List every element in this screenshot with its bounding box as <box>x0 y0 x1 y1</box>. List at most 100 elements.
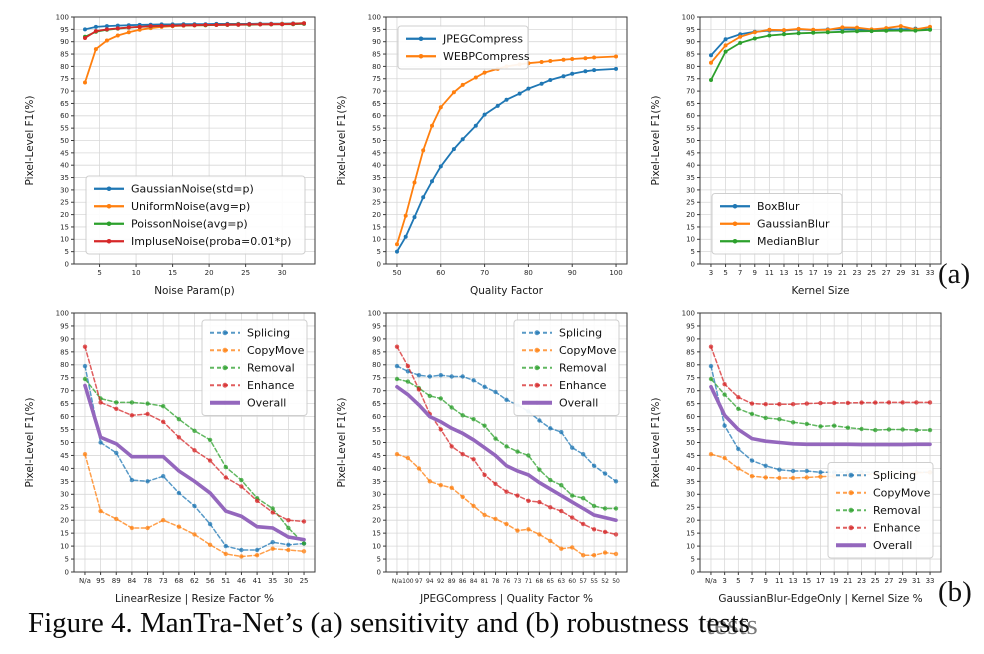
svg-text:15: 15 <box>372 223 381 231</box>
svg-text:0: 0 <box>65 568 69 576</box>
svg-text:30: 30 <box>372 491 381 499</box>
svg-text:50: 50 <box>392 269 401 277</box>
svg-text:75: 75 <box>372 374 381 382</box>
svg-text:73: 73 <box>159 577 168 585</box>
svg-text:55: 55 <box>686 125 695 133</box>
svg-text:85: 85 <box>372 348 381 356</box>
svg-text:50: 50 <box>372 137 381 145</box>
svg-text:25: 25 <box>372 199 381 207</box>
svg-text:17: 17 <box>816 577 825 585</box>
svg-text:100: 100 <box>609 269 622 277</box>
svg-text:7: 7 <box>738 269 742 277</box>
svg-text:10: 10 <box>132 269 141 277</box>
svg-text:WEBPCompress: WEBPCompress <box>443 50 530 63</box>
svg-text:50: 50 <box>686 439 695 447</box>
svg-text:90: 90 <box>60 38 69 46</box>
svg-text:70: 70 <box>60 387 69 395</box>
svg-text:60: 60 <box>372 112 381 120</box>
svg-text:85: 85 <box>686 348 695 356</box>
svg-text:CopyMove: CopyMove <box>873 487 931 500</box>
svg-text:30: 30 <box>60 491 69 499</box>
svg-text:Pixel-Level F1(%): Pixel-Level F1(%) <box>24 397 36 487</box>
svg-text:95: 95 <box>372 26 381 34</box>
svg-text:20: 20 <box>372 517 381 525</box>
svg-text:35: 35 <box>268 577 277 585</box>
svg-text:90: 90 <box>60 335 69 343</box>
svg-text:15: 15 <box>794 269 803 277</box>
svg-text:60: 60 <box>60 413 69 421</box>
svg-text:25: 25 <box>241 269 250 277</box>
svg-text:GaussianBlur: GaussianBlur <box>757 218 830 231</box>
svg-text:89: 89 <box>112 577 121 585</box>
svg-text:70: 70 <box>372 88 381 96</box>
svg-text:5: 5 <box>691 555 695 563</box>
svg-text:60: 60 <box>686 112 695 120</box>
svg-text:23: 23 <box>857 577 866 585</box>
svg-text:0: 0 <box>377 568 381 576</box>
svg-text:65: 65 <box>372 400 381 408</box>
svg-text:52: 52 <box>601 578 609 585</box>
svg-text:89: 89 <box>448 578 456 585</box>
svg-text:Splicing: Splicing <box>247 327 290 340</box>
svg-text:13: 13 <box>780 269 789 277</box>
svg-text:0: 0 <box>65 260 69 268</box>
chart-compression-sensitivity: 0 5 10 15 20 25 30 35 40 45 50 55 60 65 70 75 80 85 90 95 10… <box>334 10 634 298</box>
svg-text:78: 78 <box>143 577 152 585</box>
svg-text:Overall: Overall <box>873 539 912 552</box>
svg-text:25: 25 <box>60 199 69 207</box>
svg-text:70: 70 <box>686 88 695 96</box>
svg-text:60: 60 <box>60 112 69 120</box>
svg-text:40: 40 <box>60 465 69 473</box>
panel-label-b: (b) <box>938 576 972 608</box>
svg-text:50: 50 <box>60 137 69 145</box>
svg-text:5: 5 <box>691 248 695 256</box>
svg-text:Splicing: Splicing <box>873 469 916 482</box>
svg-text:Removal: Removal <box>247 362 295 375</box>
svg-text:BoxBlur: BoxBlur <box>757 200 800 213</box>
svg-text:65: 65 <box>546 578 554 585</box>
svg-text:73: 73 <box>514 578 522 585</box>
svg-text:45: 45 <box>372 149 381 157</box>
svg-text:45: 45 <box>60 149 69 157</box>
svg-text:51: 51 <box>221 577 230 585</box>
svg-text:75: 75 <box>686 75 695 83</box>
svg-text:JPEGCompress: JPEGCompress <box>442 33 523 46</box>
svg-text:95: 95 <box>60 26 69 34</box>
svg-text:95: 95 <box>96 577 105 585</box>
svg-text:78: 78 <box>492 578 500 585</box>
svg-text:35: 35 <box>372 478 381 486</box>
svg-text:GaussianBlur-EdgeOnly | Kernel: GaussianBlur-EdgeOnly | Kernel Size % <box>718 593 922 605</box>
svg-text:95: 95 <box>686 26 695 34</box>
svg-text:Pixel-Level F1(%): Pixel-Level F1(%) <box>650 397 662 487</box>
svg-text:50: 50 <box>372 439 381 447</box>
svg-text:84: 84 <box>470 578 478 585</box>
svg-text:75: 75 <box>372 75 381 83</box>
svg-text:57: 57 <box>579 578 587 585</box>
svg-text:CopyMove: CopyMove <box>559 344 617 357</box>
svg-text:Enhance: Enhance <box>247 379 295 392</box>
svg-text:21: 21 <box>838 269 847 277</box>
svg-text:Removal: Removal <box>559 362 607 375</box>
svg-text:90: 90 <box>568 269 577 277</box>
svg-text:Removal: Removal <box>873 504 921 517</box>
svg-text:Noise Param(p): Noise Param(p) <box>154 285 235 297</box>
svg-text:63: 63 <box>557 578 565 585</box>
svg-text:11: 11 <box>775 577 784 585</box>
svg-text:45: 45 <box>372 452 381 460</box>
svg-text:45: 45 <box>686 149 695 157</box>
svg-text:3: 3 <box>709 269 713 277</box>
svg-text:45: 45 <box>60 452 69 460</box>
svg-text:5: 5 <box>377 248 381 256</box>
svg-text:20: 20 <box>372 211 381 219</box>
svg-text:35: 35 <box>372 174 381 182</box>
svg-text:55: 55 <box>372 125 381 133</box>
svg-text:80: 80 <box>60 63 69 71</box>
svg-text:86: 86 <box>459 578 467 585</box>
svg-text:40: 40 <box>686 465 695 473</box>
svg-text:46: 46 <box>237 577 246 585</box>
svg-text:Pixel-Level F1(%): Pixel-Level F1(%) <box>650 95 662 185</box>
svg-text:70: 70 <box>60 88 69 96</box>
svg-text:31: 31 <box>911 269 920 277</box>
svg-text:50: 50 <box>612 578 620 585</box>
